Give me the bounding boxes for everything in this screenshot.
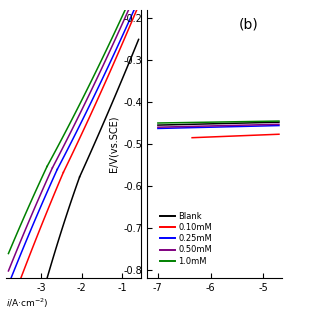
Legend: Blank, 0.10mM, 0.25mM, 0.50mM, 1.0mM: Blank, 0.10mM, 0.25mM, 0.50mM, 1.0mM	[157, 209, 216, 269]
Y-axis label: E/V(vs.SCE): E/V(vs.SCE)	[108, 116, 118, 172]
Text: (b): (b)	[239, 18, 258, 32]
Text: $i$/A·cm$^{-2}$): $i$/A·cm$^{-2}$)	[6, 297, 49, 310]
